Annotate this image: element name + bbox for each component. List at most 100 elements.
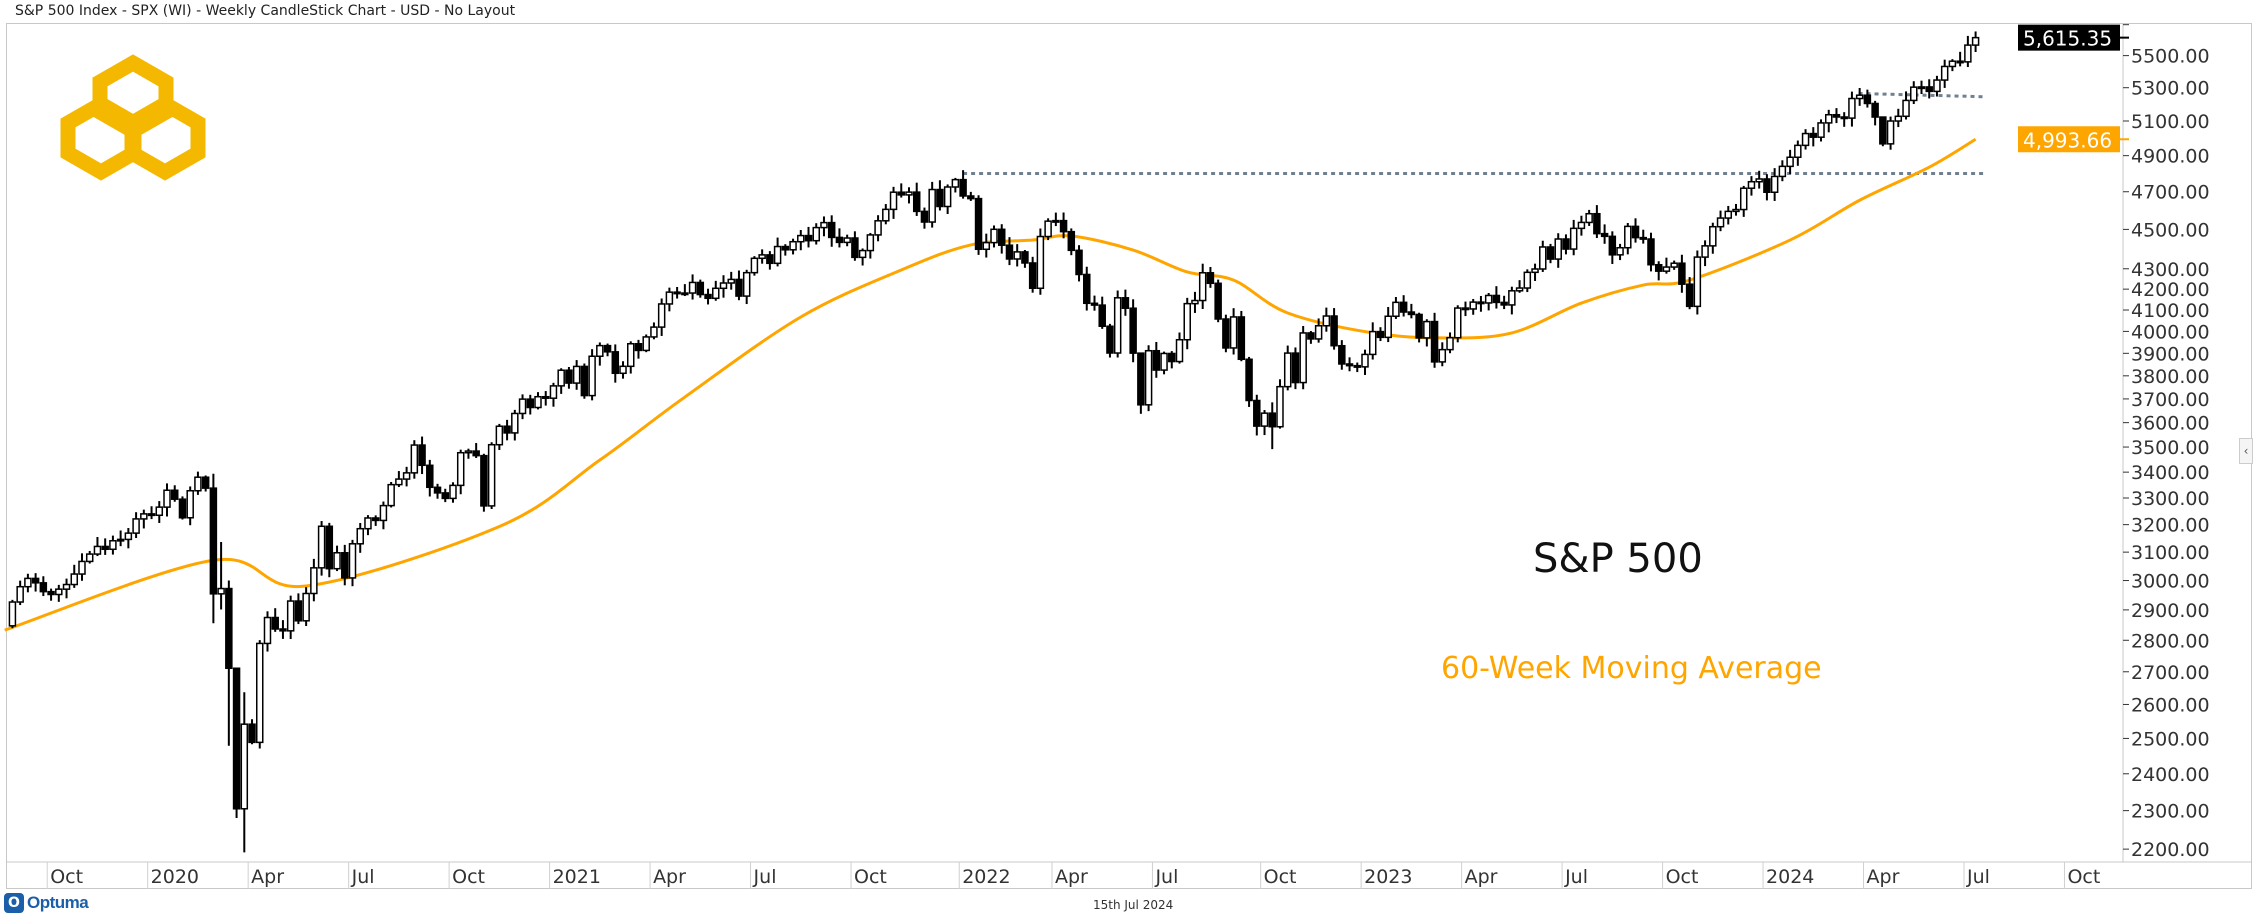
candle: [1144, 345, 1153, 412]
candle: [1384, 306, 1392, 343]
candle-body-up: [140, 513, 148, 520]
candle: [773, 237, 782, 267]
y-tick-label: 2200.00: [2131, 839, 2210, 861]
y-tick-label: 4900.00: [2131, 146, 2210, 168]
candle: [1871, 100, 1879, 126]
candle-body-up: [16, 585, 24, 603]
candle-body-down: [1021, 251, 1029, 264]
candle-body-down: [1562, 238, 1570, 250]
candle-body-up: [1175, 338, 1184, 363]
candle-body-down: [101, 545, 109, 551]
candle-body-down: [1307, 332, 1315, 340]
candle-body-down: [1152, 349, 1161, 371]
y-tick-label: 3900.00: [2131, 343, 2210, 365]
candle-body-up: [549, 385, 558, 399]
candle: [603, 343, 612, 357]
candle-body-up: [1670, 262, 1678, 268]
candle: [572, 360, 581, 390]
candle: [766, 251, 774, 270]
candle: [1121, 289, 1130, 316]
candle-body-up: [665, 291, 674, 305]
candle-body-down: [1059, 219, 1068, 233]
candle: [897, 183, 906, 198]
candle-body-up: [843, 237, 851, 244]
candle: [866, 232, 875, 259]
candle-body-up: [1044, 220, 1052, 238]
candle: [348, 539, 357, 587]
candle: [1446, 332, 1454, 354]
candle: [1477, 296, 1485, 312]
x-tick-label: Apr: [1055, 866, 1088, 888]
candle-body-up: [1384, 315, 1392, 339]
candle-body-up: [116, 538, 125, 542]
candle-body-down: [1500, 301, 1508, 306]
candle: [1678, 254, 1686, 293]
candle: [626, 341, 635, 374]
candle-body-up: [1964, 44, 1972, 63]
candle: [1291, 347, 1300, 390]
candle: [1253, 394, 1261, 436]
candle: [1917, 80, 1926, 95]
x-tick-label: Jul: [351, 866, 375, 888]
ma-last-value-tag-bg: [2018, 126, 2120, 153]
y-tick-label: 2700.00: [2131, 662, 2210, 684]
candle: [1075, 245, 1083, 282]
candle-body-up: [719, 282, 728, 290]
candle-body-up: [1902, 99, 1910, 118]
candle-body-up: [681, 292, 689, 296]
candle: [611, 344, 620, 383]
candle: [201, 475, 210, 492]
candle-body-up: [93, 545, 102, 555]
candle: [1399, 295, 1408, 317]
candle-body-up: [943, 186, 952, 208]
candle: [24, 573, 32, 593]
candle: [1709, 222, 1717, 254]
candle-body-up: [1933, 79, 1941, 93]
candle-body-up: [1569, 227, 1578, 250]
candle: [1376, 327, 1385, 342]
candle: [781, 244, 790, 256]
candle-body-up: [186, 490, 194, 519]
candle-body-up: [1701, 245, 1709, 258]
candle: [959, 170, 967, 199]
candle: [1562, 234, 1570, 255]
candle-body-up: [758, 254, 766, 260]
candle-body-up: [1848, 97, 1856, 119]
candle: [155, 501, 164, 523]
candle-body-up: [1770, 175, 1779, 194]
candle: [232, 667, 241, 819]
candle: [657, 298, 666, 336]
candle: [642, 334, 650, 353]
candle-body-down: [1067, 230, 1076, 252]
candle-body-down: [1647, 238, 1655, 266]
candle-body-up: [1322, 315, 1331, 327]
candle: [1229, 308, 1238, 355]
candle-body-down: [1098, 304, 1106, 327]
candle-body-up: [874, 220, 882, 236]
candle: [410, 440, 419, 479]
chart-annotation-title: S&P 500: [1533, 536, 1703, 582]
candle-body-down: [827, 221, 836, 239]
candle-body-up: [712, 287, 720, 300]
candle: [1662, 257, 1671, 274]
candle: [302, 587, 310, 626]
candle-body-up: [928, 188, 936, 223]
candle-body-down: [897, 191, 906, 196]
candle: [889, 186, 898, 219]
candle: [1624, 222, 1632, 255]
candle-body-up: [240, 723, 249, 810]
candle: [526, 394, 535, 415]
candle: [1113, 290, 1122, 358]
candle-body-up: [1585, 212, 1593, 224]
candle-body-down: [178, 498, 187, 519]
x-tick-label: Oct: [1666, 866, 1699, 888]
candle: [1701, 240, 1709, 267]
candle: [580, 363, 589, 399]
candle: [132, 512, 140, 539]
candle-body-up: [1693, 256, 1702, 308]
candle-body-up: [727, 278, 735, 284]
candle-body-down: [1106, 325, 1114, 354]
collapse-panel-button[interactable]: ‹: [2239, 438, 2253, 464]
x-tick-label: Oct: [1264, 866, 1297, 888]
